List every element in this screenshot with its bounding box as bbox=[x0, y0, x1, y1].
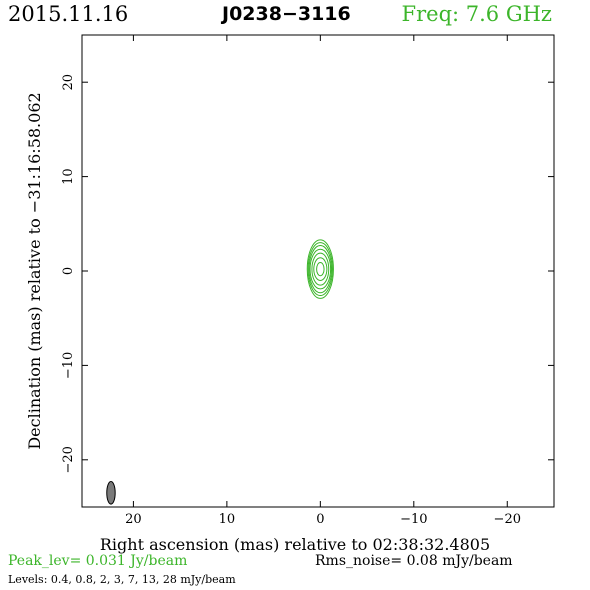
y-tick-labels: −20 −10 0 10 20 bbox=[61, 74, 76, 474]
x-tick-label: 10 bbox=[219, 512, 236, 527]
contour-levels-text: Levels: 0.4, 0.8, 2, 3, 7, 13, 28 mJy/be… bbox=[8, 573, 236, 586]
x-tick-label: −10 bbox=[400, 512, 427, 527]
y-tick-label: 10 bbox=[61, 168, 76, 185]
peak-level-text: Peak_lev= 0.031 Jy/beam bbox=[8, 553, 188, 569]
y-tick-label: 20 bbox=[61, 74, 76, 91]
contour-group bbox=[306, 239, 334, 299]
beam-ellipse bbox=[106, 481, 116, 505]
contour-line bbox=[311, 252, 330, 286]
x-tick-label: −20 bbox=[494, 512, 521, 527]
observation-date: 2015.11.16 bbox=[8, 2, 129, 26]
y-tick-label: 0 bbox=[61, 267, 76, 275]
x-tick-label: 0 bbox=[316, 512, 324, 527]
contour-line bbox=[306, 239, 334, 299]
y-tick-label: −10 bbox=[61, 352, 76, 379]
contour-line bbox=[313, 257, 328, 281]
rms-noise-text: Rms_noise= 0.08 mJy/beam bbox=[315, 553, 513, 569]
y-tick-label: −20 bbox=[61, 446, 76, 473]
beam-group bbox=[106, 481, 116, 505]
x-tick-labels: 20 10 0 −10 −20 bbox=[125, 512, 521, 527]
plot-frame bbox=[81, 34, 555, 508]
x-axis-label: Right ascension (mas) relative to 02:38:… bbox=[100, 535, 490, 554]
axis-ticks bbox=[82, 35, 554, 507]
contour-line bbox=[308, 245, 333, 294]
contour-line bbox=[307, 242, 333, 297]
contour-line bbox=[309, 248, 332, 290]
frequency-label: Freq: 7.6 GHz bbox=[401, 2, 552, 26]
source-name: J0238−3116 bbox=[222, 3, 351, 25]
y-axis-label: Declination (mas) relative to −31:16:58.… bbox=[25, 92, 44, 449]
contour-line bbox=[316, 262, 325, 277]
x-tick-label: 20 bbox=[125, 512, 142, 527]
